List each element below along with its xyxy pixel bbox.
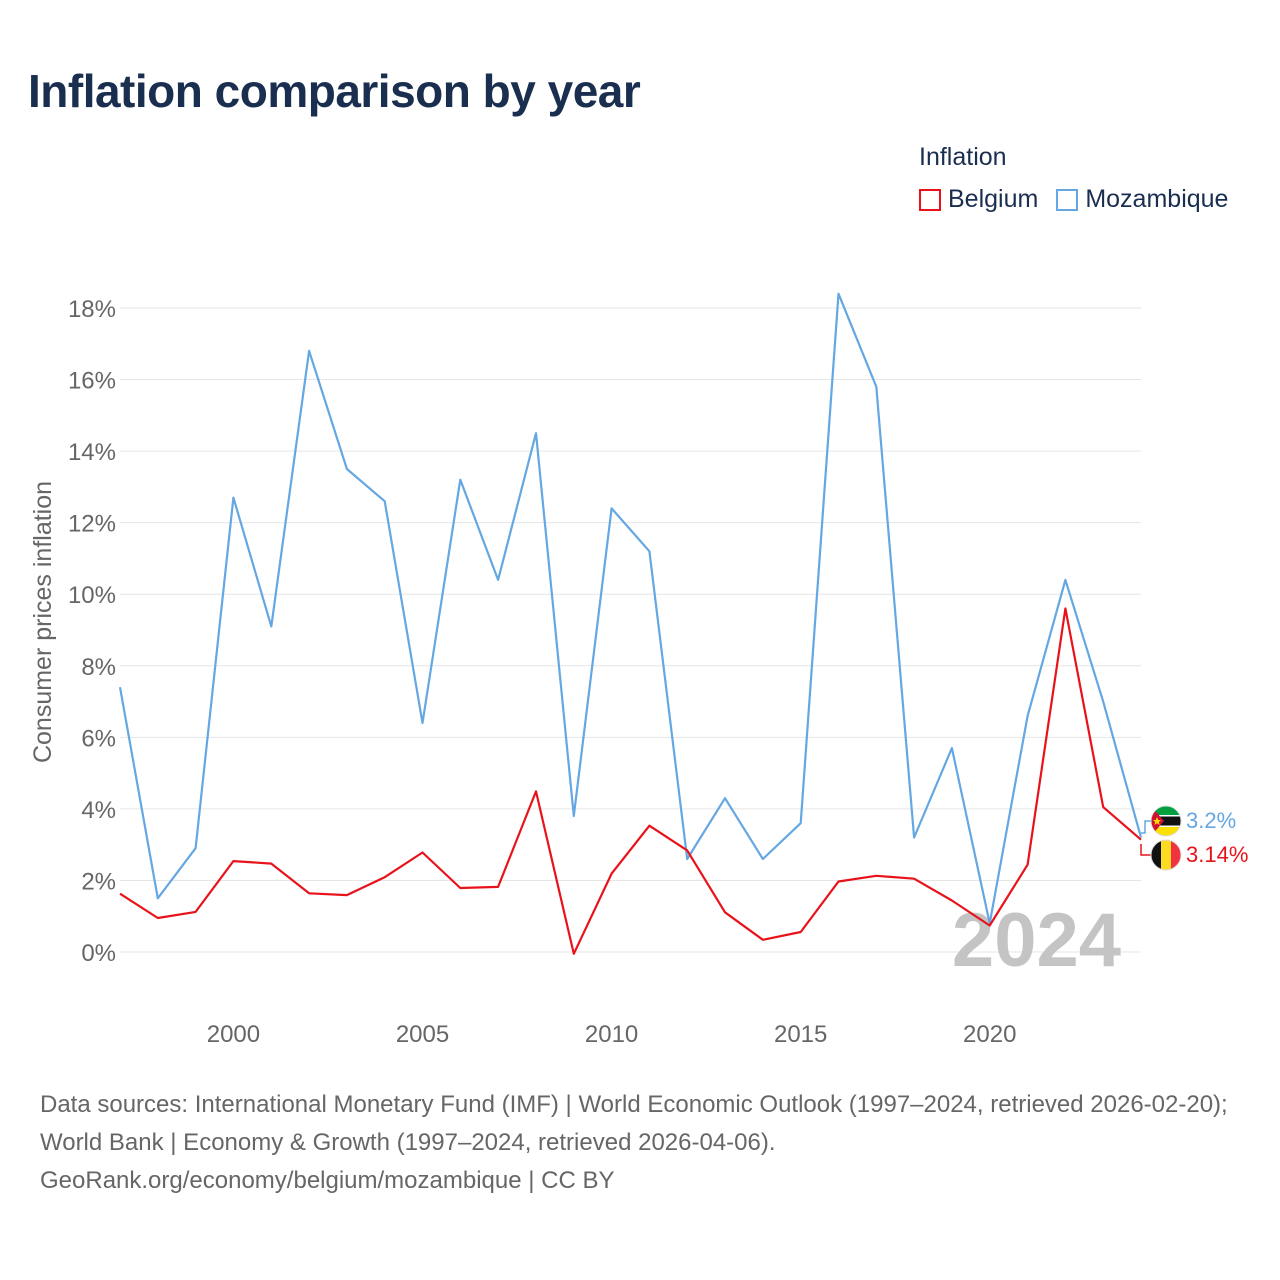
y-tick-label: 18% (68, 296, 116, 323)
legend-swatch-belgium (919, 188, 941, 211)
series-line-mozambique[interactable] (118, 292, 1143, 925)
y-tick-label: 10% (68, 582, 116, 609)
flag-belgium-icon (1151, 840, 1181, 870)
year-watermark: 2024 (952, 898, 1121, 983)
x-tick-label: 2000 (207, 1021, 260, 1048)
y-tick-label: 0% (81, 940, 116, 967)
y-tick-label: 2% (81, 868, 116, 895)
source-note: Data sources: International Monetary Fun… (40, 1086, 1250, 1200)
end-connector-mozambique (1141, 820, 1151, 834)
y-tick-label: 12% (68, 511, 116, 538)
grid-lines (120, 307, 1141, 953)
source-text: Data sources: International Monetary Fun… (40, 1091, 1228, 1156)
y-axis-ticks: 0% 2% 4% 6% 8% 10% 12% 14% 16% 18% (68, 296, 116, 967)
y-axis-label: Consumer prices inflation (29, 481, 57, 763)
legend-label-belgium: Belgium (948, 185, 1039, 213)
legend-title: Inflation (919, 143, 1007, 171)
legend-label-mozambique: Mozambique (1085, 185, 1229, 213)
legend-swatch-mozambique (1056, 188, 1079, 211)
x-tick-label: 2015 (774, 1021, 827, 1048)
chart-title: Inflation comparison by year (28, 65, 641, 117)
end-connector-belgium (1140, 844, 1151, 856)
line-chart: 2024 0%2%4%6%8%10%12%14%16%18% 2000 2005 2… (29, 292, 1248, 1048)
x-axis-ticks: 2000 2005 2010 2015 2020 (207, 1021, 1017, 1048)
y-tick-label: 6% (81, 725, 116, 752)
x-tick-label: 2010 (585, 1021, 638, 1048)
y-tick-label: 14% (68, 439, 116, 466)
legend: Belgium Mozambique (919, 185, 1228, 214)
source-link[interactable]: GeoRank.org/economy/belgium/mozambique |… (40, 1167, 615, 1194)
y-tick-label: 8% (81, 654, 116, 681)
legend-item-belgium[interactable]: Belgium (919, 185, 1038, 214)
series-lines (118, 292, 1143, 955)
flag-mozambique-icon (1151, 806, 1181, 836)
x-tick-label: 2005 (396, 1021, 449, 1048)
end-label-mozambique: 3.2% (1186, 808, 1236, 833)
legend-item-mozambique[interactable]: Mozambique (1056, 185, 1228, 214)
y-tick-label: 16% (68, 368, 116, 395)
series-line-belgium[interactable] (119, 607, 1142, 955)
y-tick-label: 4% (81, 797, 116, 824)
x-tick-label: 2020 (963, 1021, 1016, 1048)
end-label-belgium: 3.14% (1186, 842, 1248, 867)
